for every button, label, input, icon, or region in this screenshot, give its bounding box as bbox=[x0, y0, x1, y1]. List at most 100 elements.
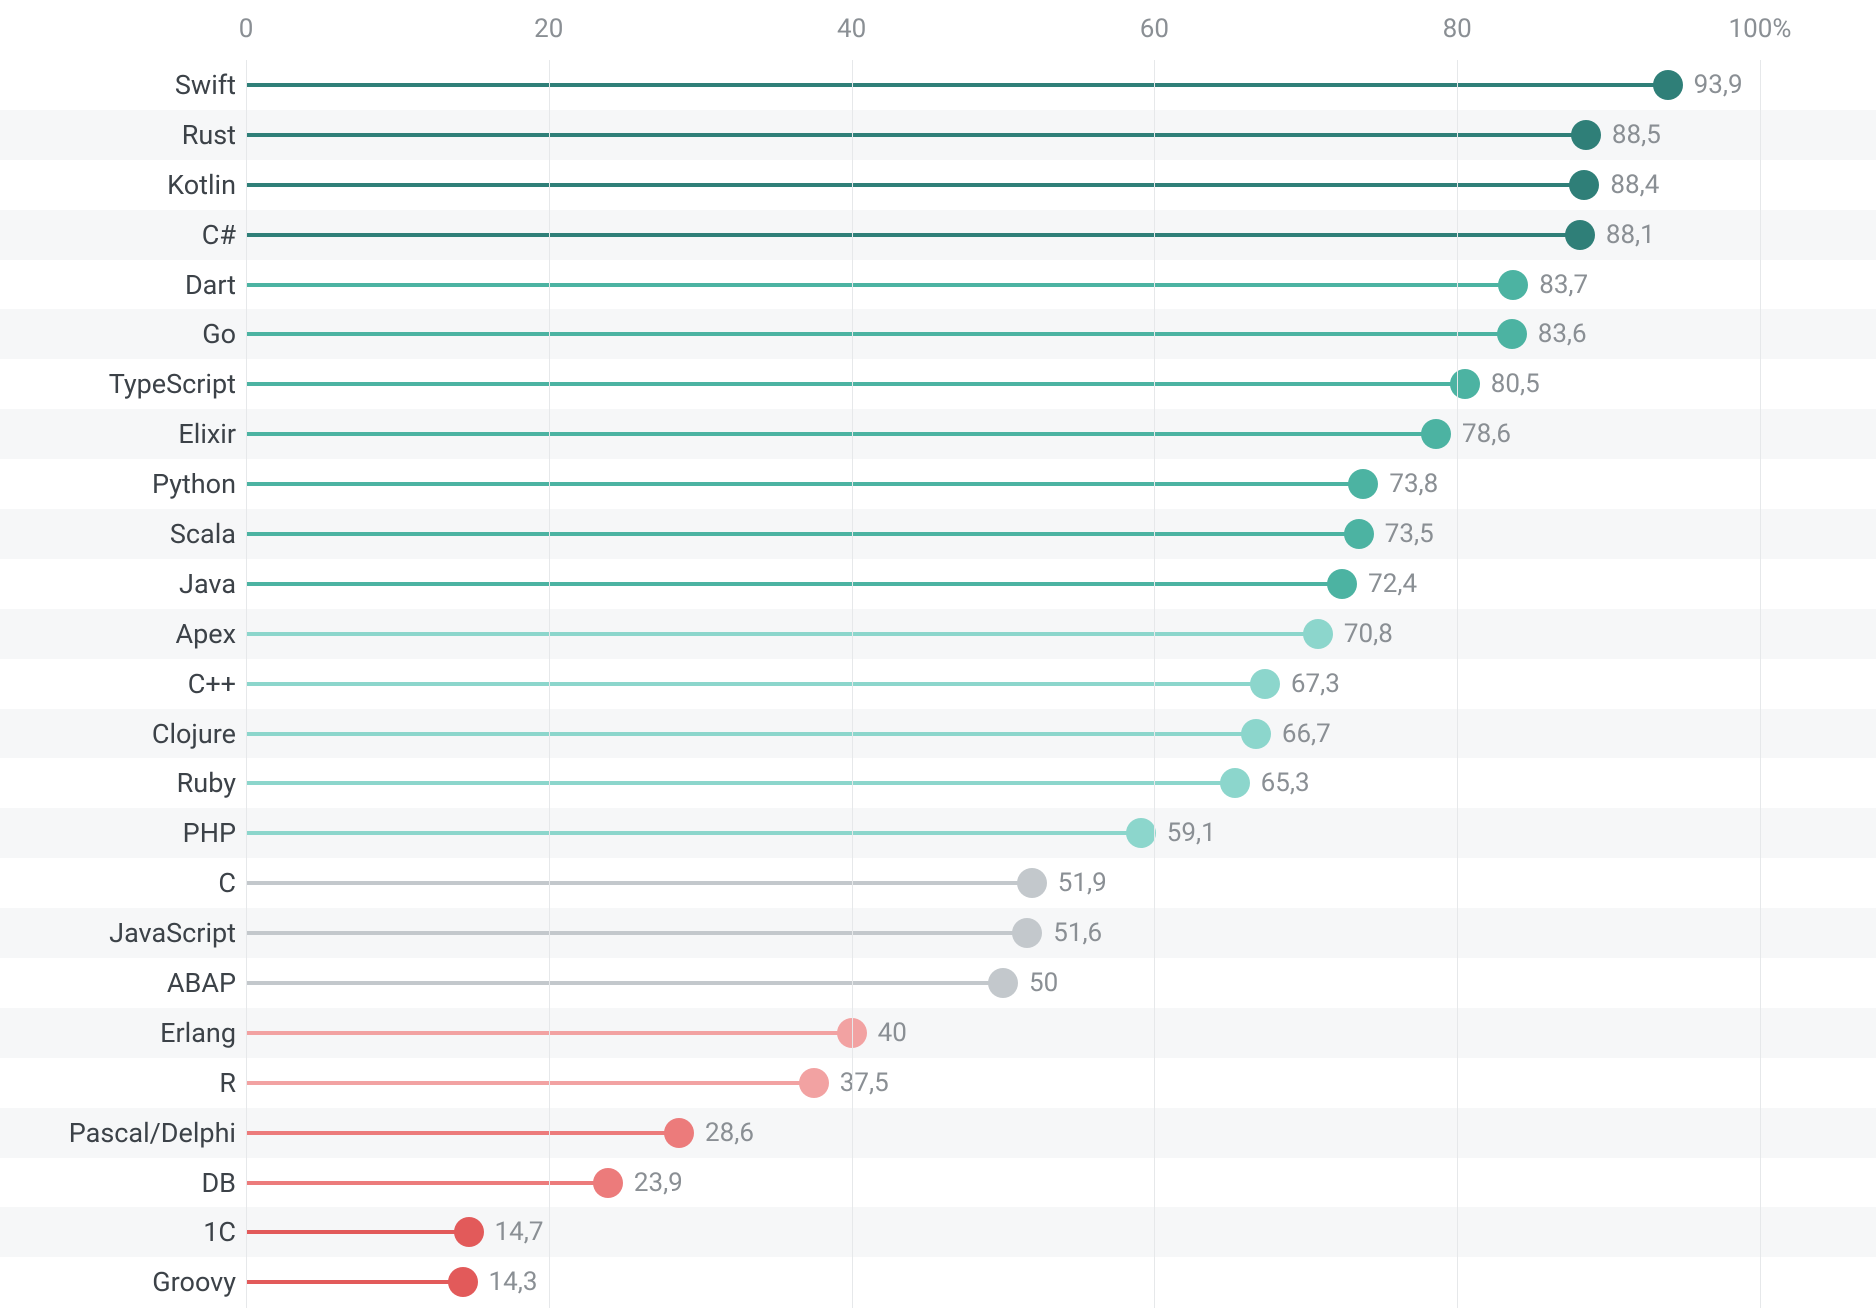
lollipop-stick bbox=[246, 133, 1586, 137]
lollipop-stick bbox=[246, 931, 1027, 935]
lollipop-dot bbox=[1565, 220, 1595, 250]
value-label: 80,5 bbox=[1491, 369, 1540, 399]
lollipop bbox=[246, 582, 1342, 586]
row-label: R bbox=[219, 1067, 236, 1099]
lollipop-stick bbox=[246, 83, 1668, 87]
row-label: Go bbox=[202, 318, 236, 350]
row-label: ABAP bbox=[167, 967, 236, 999]
value-label: 65,3 bbox=[1261, 768, 1310, 798]
chart-row: C++67,3 bbox=[0, 659, 1876, 709]
x-tick-label: 0 bbox=[239, 14, 254, 44]
chart-row: Pascal/Delphi28,6 bbox=[0, 1108, 1876, 1158]
lollipop-dot bbox=[1653, 70, 1683, 100]
lollipop bbox=[246, 183, 1584, 187]
chart-row: PHP59,1 bbox=[0, 808, 1876, 858]
row-label: Java bbox=[179, 568, 236, 600]
lollipop-dot bbox=[1571, 120, 1601, 150]
lollipop bbox=[246, 781, 1235, 785]
value-label: 72,4 bbox=[1368, 569, 1417, 599]
row-label: TypeScript bbox=[109, 368, 236, 400]
lollipop-dot bbox=[593, 1168, 623, 1198]
lollipop-chart: 0 20 40 60 80 100% Swift93,9 Rust 88,5 Kotlin 88,… bbox=[0, 0, 1876, 1308]
lollipop bbox=[246, 632, 1318, 636]
chart-row: C# 88,1 bbox=[0, 210, 1876, 260]
lollipop-dot bbox=[448, 1267, 478, 1297]
lollipop-dot bbox=[1569, 170, 1599, 200]
row-label: Kotlin bbox=[167, 169, 236, 201]
lollipop-stick bbox=[246, 732, 1256, 736]
x-tick-label: 80 bbox=[1443, 14, 1472, 44]
x-gridline bbox=[1457, 60, 1458, 1308]
row-label: 1C bbox=[203, 1216, 236, 1248]
lollipop-stick bbox=[246, 582, 1342, 586]
lollipop bbox=[246, 1280, 463, 1284]
value-label: 40 bbox=[878, 1018, 907, 1048]
value-label: 78,6 bbox=[1462, 419, 1511, 449]
lollipop bbox=[246, 881, 1032, 885]
lollipop bbox=[246, 482, 1363, 486]
x-tick-label: 100% bbox=[1729, 14, 1792, 44]
lollipop bbox=[246, 1181, 608, 1185]
x-gridline bbox=[1760, 60, 1761, 1308]
lollipop-dot bbox=[664, 1118, 694, 1148]
lollipop-stick bbox=[246, 283, 1513, 287]
chart-row: ABAP50 bbox=[0, 958, 1876, 1008]
lollipop-stick bbox=[246, 532, 1359, 536]
lollipop-dot bbox=[799, 1068, 829, 1098]
chart-row: Kotlin 88,4 bbox=[0, 160, 1876, 210]
chart-row: Ruby65,3 bbox=[0, 758, 1876, 808]
chart-row: Python 73,8 bbox=[0, 459, 1876, 509]
lollipop bbox=[246, 1081, 814, 1085]
lollipop-stick bbox=[246, 781, 1235, 785]
value-label: 88,5 bbox=[1612, 120, 1661, 150]
lollipop bbox=[246, 732, 1256, 736]
lollipop bbox=[246, 432, 1436, 436]
row-label: JavaScript bbox=[109, 917, 236, 949]
value-label: 73,8 bbox=[1389, 469, 1438, 499]
lollipop-stick bbox=[246, 183, 1584, 187]
chart-row: Rust 88,5 bbox=[0, 110, 1876, 160]
lollipop-stick bbox=[246, 1081, 814, 1085]
value-label: 14,3 bbox=[489, 1267, 538, 1297]
lollipop-dot bbox=[1421, 419, 1451, 449]
lollipop-stick bbox=[246, 1181, 608, 1185]
row-label: Rust bbox=[182, 119, 236, 151]
lollipop bbox=[246, 532, 1359, 536]
lollipop-dot bbox=[1450, 369, 1480, 399]
lollipop-dot bbox=[1017, 868, 1047, 898]
lollipop bbox=[246, 931, 1027, 935]
row-label: C# bbox=[202, 219, 236, 251]
row-label: Apex bbox=[176, 618, 237, 650]
lollipop-stick bbox=[246, 382, 1465, 386]
value-label: 51,6 bbox=[1053, 918, 1102, 948]
chart-row: TypeScript 80,5 bbox=[0, 359, 1876, 409]
row-label: Groovy bbox=[152, 1266, 236, 1298]
row-label: C bbox=[218, 867, 236, 899]
lollipop bbox=[246, 1131, 679, 1135]
row-label: Dart bbox=[185, 269, 236, 301]
value-label: 70,8 bbox=[1344, 619, 1393, 649]
row-label: DB bbox=[201, 1167, 236, 1199]
value-label: 88,1 bbox=[1606, 220, 1655, 250]
x-gridline bbox=[852, 60, 853, 1308]
row-label: C++ bbox=[188, 668, 236, 700]
row-label: Python bbox=[152, 468, 236, 500]
x-gridline bbox=[1154, 60, 1155, 1308]
lollipop-dot bbox=[988, 968, 1018, 998]
x-tick-label: 20 bbox=[534, 14, 563, 44]
chart-row: Apex 70,8 bbox=[0, 609, 1876, 659]
chart-row: Clojure66,7 bbox=[0, 709, 1876, 759]
chart-row: Swift93,9 bbox=[0, 60, 1876, 110]
x-tick-label: 60 bbox=[1140, 14, 1169, 44]
lollipop bbox=[246, 382, 1465, 386]
value-label: 93,9 bbox=[1694, 70, 1743, 100]
lollipop-dot bbox=[454, 1217, 484, 1247]
row-label: Scala bbox=[170, 518, 236, 550]
row-label: PHP bbox=[183, 817, 236, 849]
lollipop-dot bbox=[1250, 669, 1280, 699]
lollipop-stick bbox=[246, 881, 1032, 885]
value-label: 88,4 bbox=[1610, 170, 1659, 200]
value-label: 14,7 bbox=[495, 1217, 544, 1247]
chart-row: Dart83,7 bbox=[0, 260, 1876, 310]
lollipop-dot bbox=[1220, 768, 1250, 798]
